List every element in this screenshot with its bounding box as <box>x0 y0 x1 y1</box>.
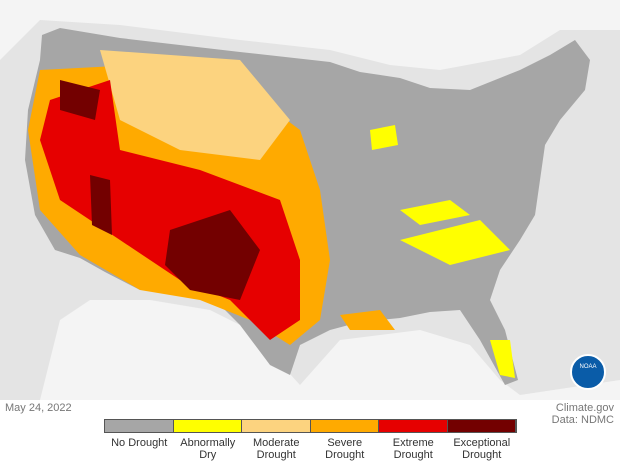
drought-area <box>90 175 112 235</box>
legend-label: Exceptional Drought <box>453 437 511 461</box>
logo-badge <box>570 354 606 390</box>
drought-area <box>165 210 260 300</box>
credit: Climate.gov <box>555 402 614 414</box>
drought-area <box>100 50 290 160</box>
legend-swatch <box>447 420 515 432</box>
legend-label: Moderate Drought <box>253 437 300 461</box>
drought-area <box>490 340 515 378</box>
drought-area <box>370 125 398 150</box>
water <box>0 0 620 400</box>
drought-area <box>60 80 100 120</box>
drought-area <box>400 220 510 265</box>
legend-label: No Drought <box>111 437 168 449</box>
credit: Data: NDMC <box>551 414 614 426</box>
legend-swatch <box>242 420 310 432</box>
drought-area <box>400 200 470 225</box>
legend-label: Abnormally Dry <box>180 437 236 461</box>
legend-label: Extreme Drought <box>392 437 434 461</box>
legend-swatch <box>173 420 241 432</box>
logo-text: NOAA <box>579 364 596 370</box>
legend-swatch <box>379 420 447 432</box>
date: May 24, 2022 <box>5 402 72 414</box>
legend-swatch <box>310 420 378 432</box>
legend-label: Severe Drought <box>325 437 365 461</box>
map: NOAA <box>0 0 620 400</box>
drought-area <box>340 310 395 330</box>
legend-swatch <box>105 420 173 432</box>
